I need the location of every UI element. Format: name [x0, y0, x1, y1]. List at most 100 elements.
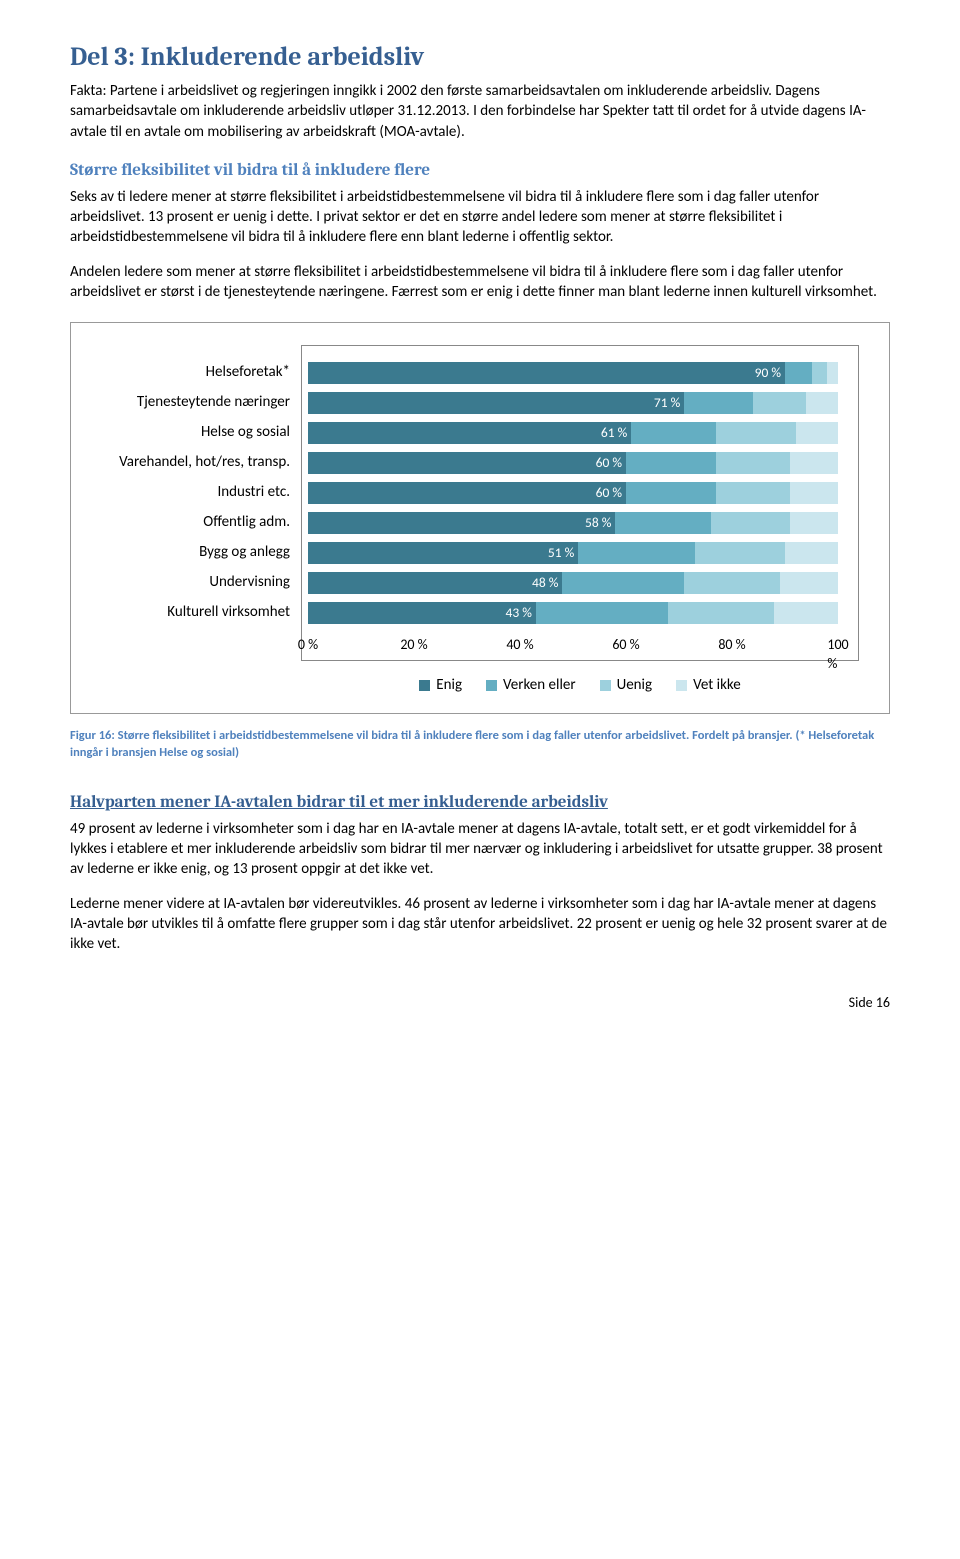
chart-bar-value-label: 48 % — [532, 573, 558, 591]
chart-category-label: Undervisning — [98, 572, 298, 592]
chart-bar-segment: 43 % — [308, 602, 536, 624]
chart-bar-segment: 58 % — [308, 512, 615, 534]
chart-bar-segment — [626, 482, 716, 504]
chart-bar-stack: 90 % — [308, 362, 838, 384]
chart-bar-stack: 51 % — [308, 542, 838, 564]
chart-bar-segment: 71 % — [308, 392, 684, 414]
chart-bar-row: Varehandel, hot/res, transp.60 % — [308, 449, 852, 476]
chart-bar-value-label: 60 % — [596, 453, 622, 471]
chart-bar-segment — [774, 602, 838, 624]
chart-bar-value-label: 58 % — [585, 513, 611, 531]
chart-bar-row: Bygg og anlegg51 % — [308, 539, 852, 566]
chart-category-label: Bygg og anlegg — [98, 542, 298, 562]
chart-bar-segment — [626, 452, 716, 474]
chart-bar-segment: 48 % — [308, 572, 562, 594]
chart-bar-segment — [827, 362, 838, 384]
legend-label: Enig — [436, 675, 462, 695]
legend-label: Uenig — [617, 675, 652, 695]
intro-paragraph: Fakta: Partene i arbeidslivet og regjeri… — [70, 81, 890, 142]
chart-bar-stack: 60 % — [308, 452, 838, 474]
chart-bar-segment — [790, 482, 838, 504]
chart-category-label: Kulturell virksomhet — [98, 602, 298, 622]
chart-x-tick: 0 % — [298, 636, 318, 655]
chart-bar-segment — [615, 512, 710, 534]
chart-x-tick: 80 % — [718, 636, 745, 655]
subheading-ia: Halvparten mener IA-avtalen bidrar til e… — [70, 792, 890, 815]
chart-bar-segment — [631, 422, 716, 444]
legend-swatch-icon — [600, 680, 611, 691]
chart-bar-stack: 61 % — [308, 422, 838, 444]
chart-bar-row: Offentlig adm.58 % — [308, 509, 852, 536]
chart-category-label: Helse og sosial — [98, 422, 298, 442]
chart-bar-segment — [716, 482, 790, 504]
chart-bar-segment — [562, 572, 684, 594]
chart-category-label: Tjenesteytende næringer — [98, 392, 298, 412]
chart-x-tick: 40 % — [506, 636, 533, 655]
legend-item: Vet ikke — [676, 675, 741, 695]
chart-category-label: Offentlig adm. — [98, 512, 298, 532]
page-footer: Side 16 — [70, 994, 890, 1013]
chart-bar-segment: 51 % — [308, 542, 578, 564]
chart-bar-segment — [806, 392, 838, 414]
chart-bar-segment — [684, 392, 753, 414]
chart-category-label: Industri etc. — [98, 482, 298, 502]
page-title: Del 3: Inkluderende arbeidsliv — [70, 40, 890, 75]
chart-bar-segment — [790, 452, 838, 474]
chart-bar-stack: 58 % — [308, 512, 838, 534]
legend-swatch-icon — [676, 680, 687, 691]
chart-plot-border: Helseforetak*90 % Tjenesteytende næringer… — [301, 345, 859, 661]
chart-legend: Enig Verken eller Uenig Vet ikke — [301, 675, 859, 695]
chart-bar-value-label: 60 % — [596, 483, 622, 501]
chart-bar-value-label: 51 % — [548, 543, 574, 561]
chart-bar-segment — [668, 602, 774, 624]
chart-bar-value-label: 90 % — [755, 363, 781, 381]
chart-bar-value-label: 43 % — [506, 603, 532, 621]
chart-bar-segment — [716, 422, 796, 444]
chart-bar-segment — [695, 542, 785, 564]
chart-x-tick: 20 % — [400, 636, 427, 655]
chart-bar-segment — [785, 542, 838, 564]
chart-bar-row: Tjenesteytende næringer71 % — [308, 389, 852, 416]
chart-bar-segment — [716, 452, 790, 474]
body-paragraph-2: Andelen ledere som mener at større fleks… — [70, 262, 890, 303]
chart-x-tick: 60 % — [612, 636, 639, 655]
chart-plot-area: Helseforetak*90 %Tjenesteytende næringer… — [101, 345, 859, 695]
chart-bars: Helseforetak*90 % Tjenesteytende næringer… — [308, 359, 852, 626]
chart-x-tick: 100 % — [827, 636, 848, 674]
body-paragraph-1: Seks av ti ledere mener at større fleksi… — [70, 187, 890, 248]
chart-bar-row: Kulturell virksomhet43 % — [308, 599, 852, 626]
chart-category-label: Varehandel, hot/res, transp. — [98, 452, 298, 472]
legend-label: Verken eller — [503, 675, 576, 695]
chart-bar-row: Helseforetak*90 % — [308, 359, 852, 386]
subheading-flexibility: Større fleksibilitet vil bidra til å ink… — [70, 160, 890, 183]
chart-bar-segment — [780, 572, 838, 594]
legend-swatch-icon — [486, 680, 497, 691]
chart-container: Helseforetak*90 %Tjenesteytende næringer… — [70, 322, 890, 714]
legend-item: Verken eller — [486, 675, 576, 695]
chart-bar-stack: 48 % — [308, 572, 838, 594]
chart-bar-segment: 60 % — [308, 482, 626, 504]
chart-bar-segment: 90 % — [308, 362, 785, 384]
chart-bar-row: Industri etc.60 % — [308, 479, 852, 506]
legend-item: Enig — [419, 675, 462, 695]
chart-bar-segment — [753, 392, 806, 414]
chart-bar-segment: 61 % — [308, 422, 631, 444]
chart-category-label: Helseforetak* — [98, 362, 298, 382]
legend-label: Vet ikke — [693, 675, 741, 695]
figure-caption: Figur 16: Større fleksibilitet i arbeids… — [70, 728, 890, 762]
chart-bar-segment — [790, 512, 838, 534]
chart-bar-stack: 60 % — [308, 482, 838, 504]
chart-x-axis: 0 %20 %40 %60 %80 %100 % — [308, 634, 838, 660]
legend-item: Uenig — [600, 675, 652, 695]
chart-bar-segment — [536, 602, 669, 624]
body-paragraph-4: Lederne mener videre at IA-avtalen bør v… — [70, 894, 890, 955]
chart-bar-stack: 71 % — [308, 392, 838, 414]
chart-bar-segment — [796, 422, 838, 444]
chart-bar-segment — [578, 542, 695, 564]
chart-bar-segment — [711, 512, 791, 534]
chart-bar-row: Helse og sosial61 % — [308, 419, 852, 446]
chart-bar-segment: 60 % — [308, 452, 626, 474]
chart-bar-segment — [684, 572, 779, 594]
chart-bar-segment — [785, 362, 812, 384]
chart-bar-stack: 43 % — [308, 602, 838, 624]
